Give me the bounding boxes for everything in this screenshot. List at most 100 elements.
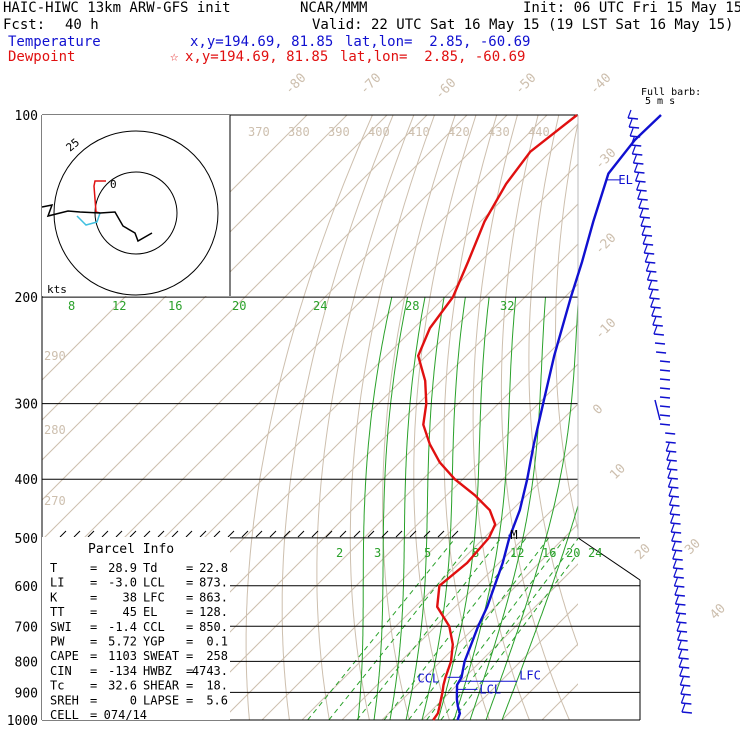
barb-staff — [675, 603, 686, 606]
parcel-label: LI — [50, 576, 64, 590]
isotherm-line — [221, 363, 578, 720]
wind-barb — [671, 541, 683, 552]
barb-staff — [654, 342, 666, 345]
wind-barb — [672, 559, 684, 570]
parcel-value: -1.4 — [108, 620, 137, 634]
pressure-tick-label: 300 — [15, 398, 38, 413]
parcel-value: 22.8 — [199, 561, 228, 575]
hatch-mark — [451, 530, 459, 538]
parcel-value: 38 — [123, 590, 137, 604]
pressure-tick-label: 200 — [15, 291, 38, 306]
hatch-mark — [367, 530, 375, 538]
hatch-mark — [143, 530, 151, 538]
isotherm-label: 30 — [682, 536, 704, 558]
barb-staff — [653, 333, 664, 336]
dewpoint-line — [416, 114, 578, 721]
barb-staff — [641, 234, 653, 237]
wind-barb — [674, 595, 686, 606]
parcel-label: YGP — [143, 635, 165, 649]
barb-flag — [678, 649, 683, 659]
barb-flag — [642, 235, 647, 245]
hodograph-ring-outer — [53, 130, 219, 296]
wind-barb — [651, 307, 662, 318]
wind-barb — [659, 360, 671, 363]
barb-flag — [672, 559, 677, 569]
barb-flag — [641, 226, 646, 236]
mixing-ratio-grid — [307, 537, 578, 720]
wind-barb — [675, 604, 687, 615]
hatch-mark — [241, 530, 249, 538]
hodograph-trace-cyan — [76, 212, 101, 226]
barb-staff — [630, 135, 641, 138]
parcel-equals: = — [90, 590, 97, 604]
isotherm-line — [42, 115, 348, 421]
parcel-value: 128. — [199, 605, 228, 619]
barb-flag — [634, 172, 640, 182]
barb-flag — [679, 676, 684, 686]
barb-flag — [674, 586, 679, 596]
barb-staff — [678, 648, 689, 651]
hatch-mark — [381, 530, 389, 538]
barb-flag — [647, 280, 653, 290]
barb-flag — [675, 604, 680, 614]
barb-flag — [681, 703, 686, 713]
wind-barb — [659, 423, 671, 426]
isotherm-label: -30 — [592, 146, 619, 173]
dry-adiabat-line — [701, 115, 740, 733]
barb-flag — [653, 325, 658, 335]
barb-staff — [669, 513, 681, 516]
barb-staff — [654, 399, 661, 421]
isotherm-label: 0 — [590, 402, 606, 418]
barb-staff — [636, 189, 647, 192]
wind-barb — [678, 658, 690, 669]
barb-flag — [665, 442, 670, 452]
wind-barb — [659, 396, 671, 399]
isotherm-line — [461, 603, 578, 720]
barb-flag — [673, 568, 678, 578]
barb-flag — [629, 127, 634, 137]
isotherm-line — [261, 403, 578, 720]
legend-temperature: Temperature — [8, 34, 101, 50]
parcel-label: CELL — [50, 708, 79, 722]
barb-flag — [666, 451, 671, 461]
mixing-ratio-label: 24 — [313, 299, 327, 313]
wind-barb — [645, 262, 657, 273]
barb-staff — [646, 270, 657, 273]
hatch-mark — [311, 530, 319, 538]
wind-barb — [654, 342, 666, 345]
wind-barb — [676, 622, 688, 633]
barb-staff — [643, 243, 654, 246]
pressure-tick-label: 1000 — [7, 714, 38, 729]
barb-staff — [666, 450, 677, 453]
wind-barb — [675, 613, 687, 624]
isotherm-line — [421, 563, 578, 720]
moist-adiabat-line — [485, 297, 578, 720]
wind-barb — [633, 163, 645, 174]
barb-staff — [676, 621, 687, 624]
parcel-label: CAPE — [50, 649, 79, 663]
barb-flag — [667, 478, 672, 488]
barb-staff — [672, 558, 683, 561]
parcel-equals: = — [186, 576, 193, 590]
barb-flag — [677, 640, 682, 650]
parcel-label: TT — [50, 605, 64, 619]
dry-adiabat-line — [678, 115, 740, 733]
wind-barb — [639, 208, 650, 219]
wind-barb — [631, 145, 643, 156]
isotherm-line — [42, 115, 388, 461]
init-time: Init: 06 UTC Fri 15 May 15 — [523, 0, 740, 16]
barb-flag — [676, 622, 681, 632]
wind-barb — [646, 271, 658, 282]
barb-flag — [651, 307, 656, 317]
isotherm-label: 20 — [632, 541, 654, 563]
parcel-label: PW — [50, 635, 65, 649]
isotherm-label: -10 — [592, 316, 619, 343]
barb-staff — [633, 162, 644, 165]
parcel-equals: = — [90, 693, 97, 707]
wind-barb — [667, 478, 679, 489]
barb-flag — [636, 181, 641, 191]
parcel-equals: = — [186, 693, 193, 707]
barb-flag — [650, 298, 655, 308]
barb-staff — [635, 180, 646, 183]
wind-barb — [668, 487, 680, 498]
